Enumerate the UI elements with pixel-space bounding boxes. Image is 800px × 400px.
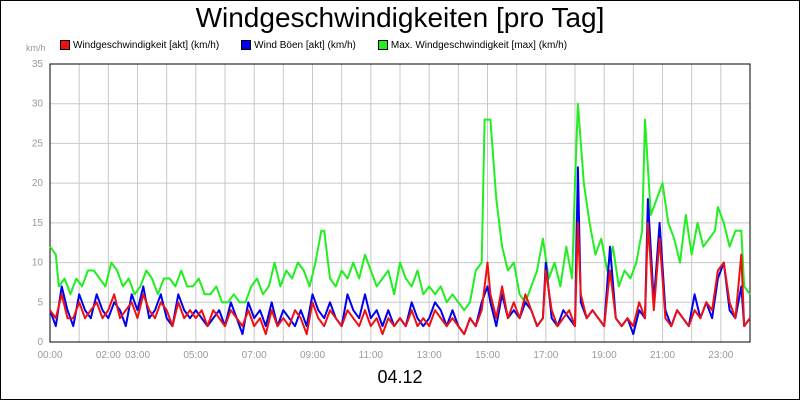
x-tick-label: 23:00 (708, 350, 733, 361)
y-axis-unit-label: km/h (26, 43, 46, 53)
series-line-gusts (49, 166, 751, 336)
legend-label-max: Max. Windgeschwindigkeit [max] (km/h) (390, 39, 568, 51)
x-tick-label: 19:00 (592, 350, 617, 361)
x-axis-date-label: 04.12 (377, 367, 423, 387)
x-tick-label: 00:00 (37, 350, 62, 361)
x-tick-label: 05:00 (183, 350, 208, 361)
legend-swatch-green (377, 40, 388, 50)
x-tick-label: 21:00 (650, 350, 675, 361)
y-tick-label: 0 (37, 337, 43, 348)
y-tick-label: 30 (32, 99, 44, 110)
x-tick-label: 02:00 (96, 350, 121, 361)
legend-swatch-red (60, 40, 70, 50)
x-tick-label: 09:00 (300, 350, 325, 361)
legend-label-speed: Windgeschwindigkeit [akt] (km/h) (73, 39, 220, 51)
legend-item-speed: Windgeschwindigkeit [akt] (km/h) (60, 40, 219, 51)
x-tick-label: 11:00 (359, 350, 384, 361)
legend-swatch-blue (241, 40, 252, 50)
y-tick-label: 5 (37, 297, 43, 308)
y-tick-label: 20 (32, 178, 44, 189)
y-tick-label: 35 (32, 59, 44, 70)
legend-item-max: Max. Windgeschwindigkeit [max] (km/h) (377, 39, 568, 51)
y-tick-label: 10 (32, 258, 44, 269)
series-line-speed (49, 221, 751, 336)
x-tick-label: 17:00 (533, 350, 558, 361)
series-line-max (49, 102, 751, 312)
x-tick-label: 15:00 (475, 350, 500, 361)
chart-title: Windgeschwindigkeiten [pro Tag] (195, 2, 605, 33)
x-tick-label: 03:00 (125, 350, 150, 361)
legend: Windgeschwindigkeit [akt] (km/h) Wind Bö… (60, 38, 589, 52)
plot-border (49, 63, 751, 343)
y-tick-label: 25 (32, 138, 44, 149)
legend-item-gusts: Wind Böen [akt] (km/h) (241, 40, 356, 51)
x-tick-label: 13:00 (417, 350, 442, 361)
x-tick-label: 07:00 (242, 350, 267, 361)
y-tick-label: 15 (32, 218, 44, 229)
legend-label-gusts: Wind Böen [akt] (km/h) (254, 39, 356, 51)
